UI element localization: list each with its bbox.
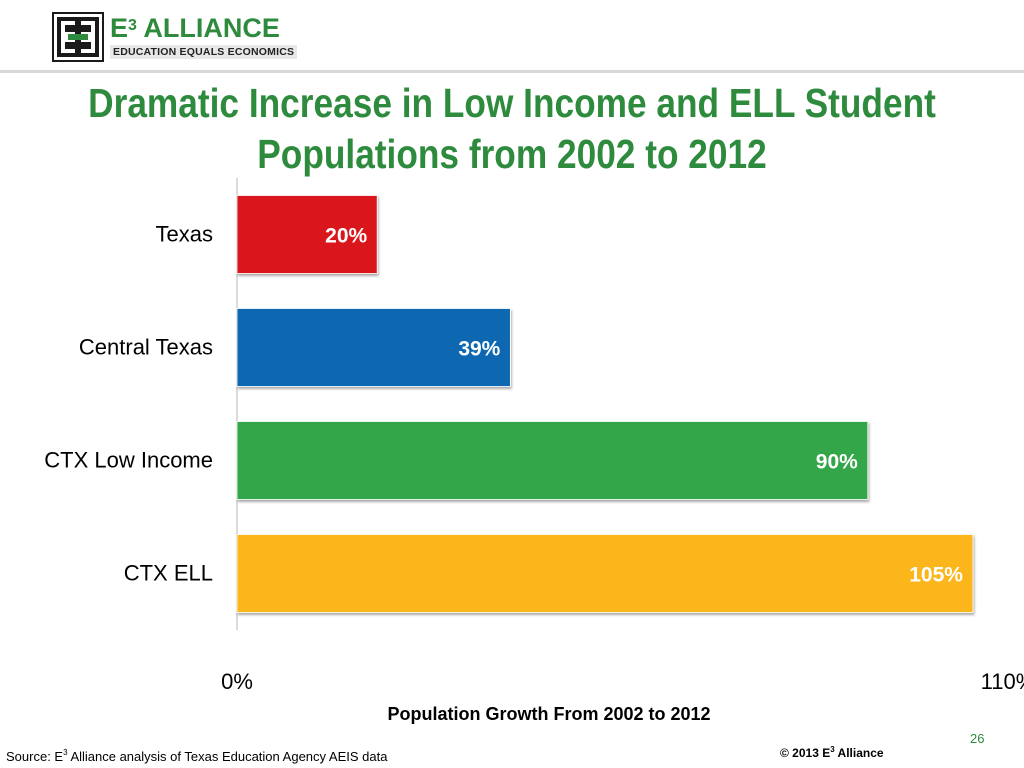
value-label-2: 90% [816,451,858,474]
e3-alliance-logo: E3 ALLIANCE EDUCATION EQUALS ECONOMICS [52,12,298,62]
category-label-2: CTX Low Income [44,448,213,473]
x-axis-title: Population Growth From 2002 to 2012 [387,704,710,724]
header-divider [0,70,1024,73]
category-label-0: Texas [156,222,213,247]
logo-tagline: EDUCATION EQUALS ECONOMICS [110,45,298,59]
value-label-3: 105% [909,564,963,587]
bar-3 [236,534,974,613]
slide-title-line1: Dramatic Increase in Low Income and ELL … [88,80,936,126]
population-growth-bar-chart: 20% Texas 39% Central Texas 90% CTX Low Incom… [44,178,1024,724]
bar-0 [236,195,378,274]
x-tick-label-0: 0% [221,669,253,694]
bar-2 [236,421,869,500]
source-note: Source: E3 Alliance analysis of Texas Ed… [6,748,388,764]
logo-name: E3 ALLIANCE [110,13,280,43]
value-label-0: 20% [325,225,367,248]
bar-1 [236,308,511,387]
slide-title: Dramatic Increase in Low Income and ELL … [72,78,953,180]
page-number: 26 [970,731,985,746]
category-label-3: CTX ELL [124,561,213,586]
copyright-note: © 2013 E3 Alliance [780,745,884,760]
category-label-1: Central Texas [79,335,213,360]
slide-title-line2: Populations from 2002 to 2012 [257,131,767,177]
e3-logo-icon [52,12,104,62]
value-label-1: 39% [458,338,500,361]
x-tick-label-1: 110% [981,669,1024,694]
